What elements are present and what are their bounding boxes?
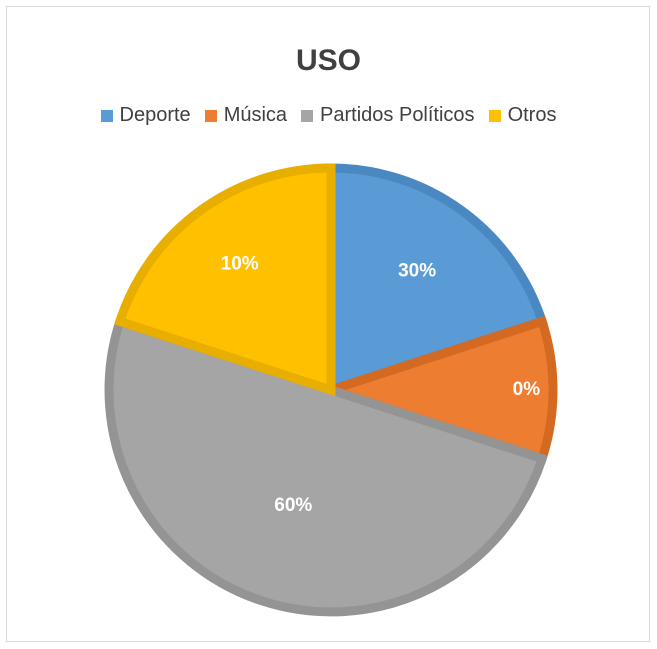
legend-label-partidos-politicos: Partidos Políticos (320, 104, 475, 126)
data-label-deporte: 30% (398, 260, 436, 281)
legend-swatch-otros (488, 109, 501, 122)
chart-title: USO (295, 44, 361, 77)
legend: Deporte Música Partidos Políticos Otros (0, 104, 657, 127)
data-label-otros: 10% (221, 253, 259, 274)
data-label-musica: 0% (513, 379, 541, 400)
legend-item-otros: Otros (488, 104, 557, 127)
legend-item-musica: Música (204, 104, 288, 127)
legend-swatch-musica (204, 109, 217, 122)
pie-slice-musica (316, 315, 558, 465)
legend-item-deporte: Deporte (100, 104, 191, 127)
legend-swatch-deporte (100, 109, 113, 122)
legend-item-partidos-politicos: Partidos Políticos (301, 104, 475, 127)
pie-slice-otros (114, 163, 336, 397)
pie-slice-partidos-politicos (104, 315, 548, 617)
data-label-partidos-politicos: 60% (274, 495, 312, 516)
legend-label-otros: Otros (507, 104, 557, 126)
legend-swatch-partidos-politicos (301, 109, 314, 122)
legend-label-musica: Música (223, 104, 288, 126)
legend-label-deporte: Deporte (119, 104, 191, 126)
